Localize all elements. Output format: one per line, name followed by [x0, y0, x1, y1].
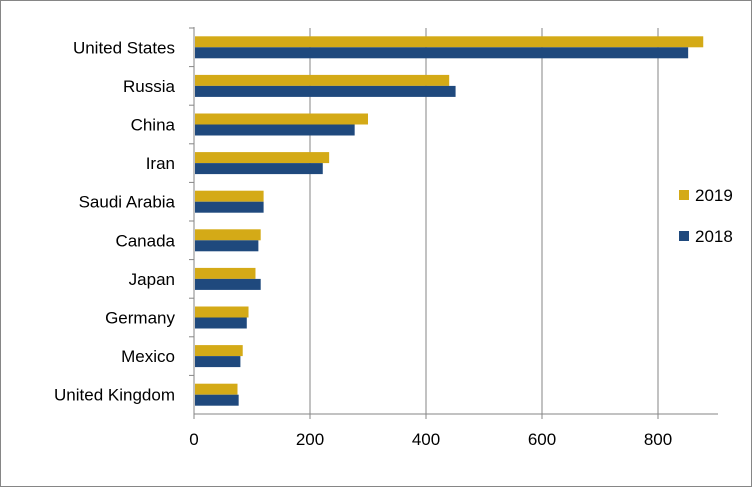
- bar-2018-mexico: [195, 356, 241, 368]
- legend-label-2018: 2018: [695, 227, 733, 246]
- bar-2019-iran: [195, 152, 330, 164]
- bar-2019-canada: [195, 229, 261, 241]
- bar-2018-canada: [195, 240, 259, 252]
- x-tick-label: 600: [528, 430, 556, 449]
- x-tick-label: 400: [412, 430, 440, 449]
- bar-2019-united-states: [195, 36, 704, 48]
- category-label: Japan: [129, 270, 175, 289]
- category-label: Russia: [123, 77, 176, 96]
- bar-2019-united-kingdom: [195, 383, 238, 395]
- x-tick-label: 200: [296, 430, 324, 449]
- category-label: Germany: [105, 309, 175, 328]
- category-label: Saudi Arabia: [79, 193, 176, 212]
- category-label: Mexico: [121, 347, 175, 366]
- bar-2019-germany: [195, 306, 249, 318]
- legend-swatch-2018: [679, 231, 689, 241]
- bar-2018-united-states: [195, 47, 689, 59]
- bar-2019-mexico: [195, 345, 243, 357]
- x-tick-label: 0: [189, 430, 198, 449]
- bar-2018-china: [195, 124, 355, 136]
- x-tick-label: 800: [644, 430, 672, 449]
- bar-2018-russia: [195, 85, 456, 97]
- bar-2019-china: [195, 113, 368, 125]
- legend-label-2019: 2019: [695, 186, 733, 205]
- category-label: United Kingdom: [54, 386, 175, 405]
- legend-swatch-2019: [679, 190, 689, 200]
- bar-2019-saudi-arabia: [195, 190, 264, 202]
- bar-2018-iran: [195, 163, 323, 175]
- bar-2018-germany: [195, 317, 247, 329]
- bar-2018-japan: [195, 278, 261, 290]
- category-label: Canada: [115, 231, 175, 250]
- bar-2019-russia: [195, 74, 450, 86]
- bar-2018-united-kingdom: [195, 394, 239, 406]
- category-label: United States: [73, 38, 175, 57]
- bar-2018-saudi-arabia: [195, 201, 264, 213]
- category-label: China: [131, 116, 176, 135]
- bar-2019-japan: [195, 267, 256, 279]
- category-label: Iran: [146, 154, 175, 173]
